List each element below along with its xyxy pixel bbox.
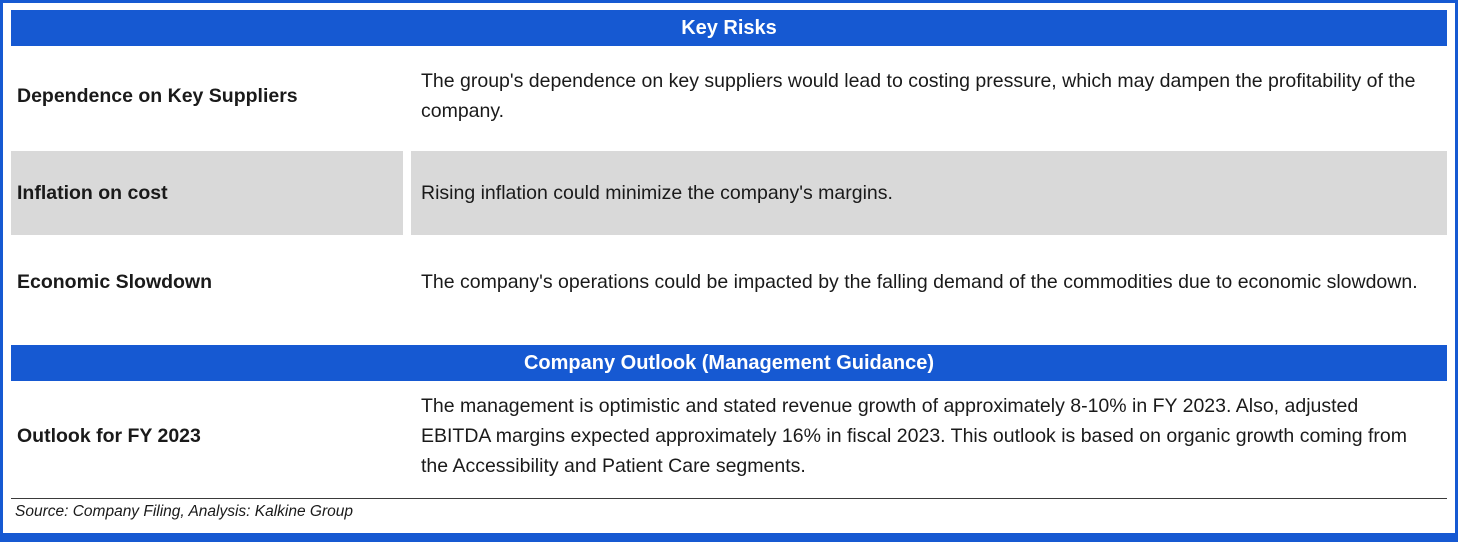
outlook-description: The management is optimistic and stated … [421, 395, 1407, 478]
bottom-accent-bar [3, 533, 1455, 542]
key-risks-title: Key Risks [681, 17, 777, 39]
outlook-label: Outlook for FY 2023 [17, 425, 201, 448]
company-outlook-title: Company Outlook (Management Guidance) [523, 352, 935, 374]
risk-description: The company's operations could be impact… [421, 270, 1418, 293]
table-row-dependence: Dependence on Key Suppliers The group's … [11, 46, 1447, 146]
source-note: Source: Company Filing, Analysis: Kalkin… [11, 497, 1447, 527]
table-row-outlook-fy2023: Outlook for FY 2023 The management is op… [11, 381, 1447, 492]
table-row-inflation: Inflation on cost Rising inflation could… [11, 151, 1447, 235]
table-row-economic-slowdown: Economic Slowdown The company's operatio… [11, 240, 1447, 324]
source-text: Source: Company Filing, Analysis: Kalkin… [15, 502, 353, 520]
key-risks-header: Key Risks [11, 10, 1447, 46]
company-outlook-header: Company Outlook (Management Guidance) [11, 345, 1447, 381]
risk-label: Economic Slowdown [17, 270, 213, 293]
risk-label: Dependence on Key Suppliers [17, 84, 298, 107]
section-divider-space [3, 324, 1455, 338]
risk-description: Rising inflation could minimize the comp… [411, 151, 1447, 235]
risk-description: The group's dependence on key suppliers … [421, 69, 1416, 122]
risk-label: Inflation on cost [11, 151, 403, 235]
